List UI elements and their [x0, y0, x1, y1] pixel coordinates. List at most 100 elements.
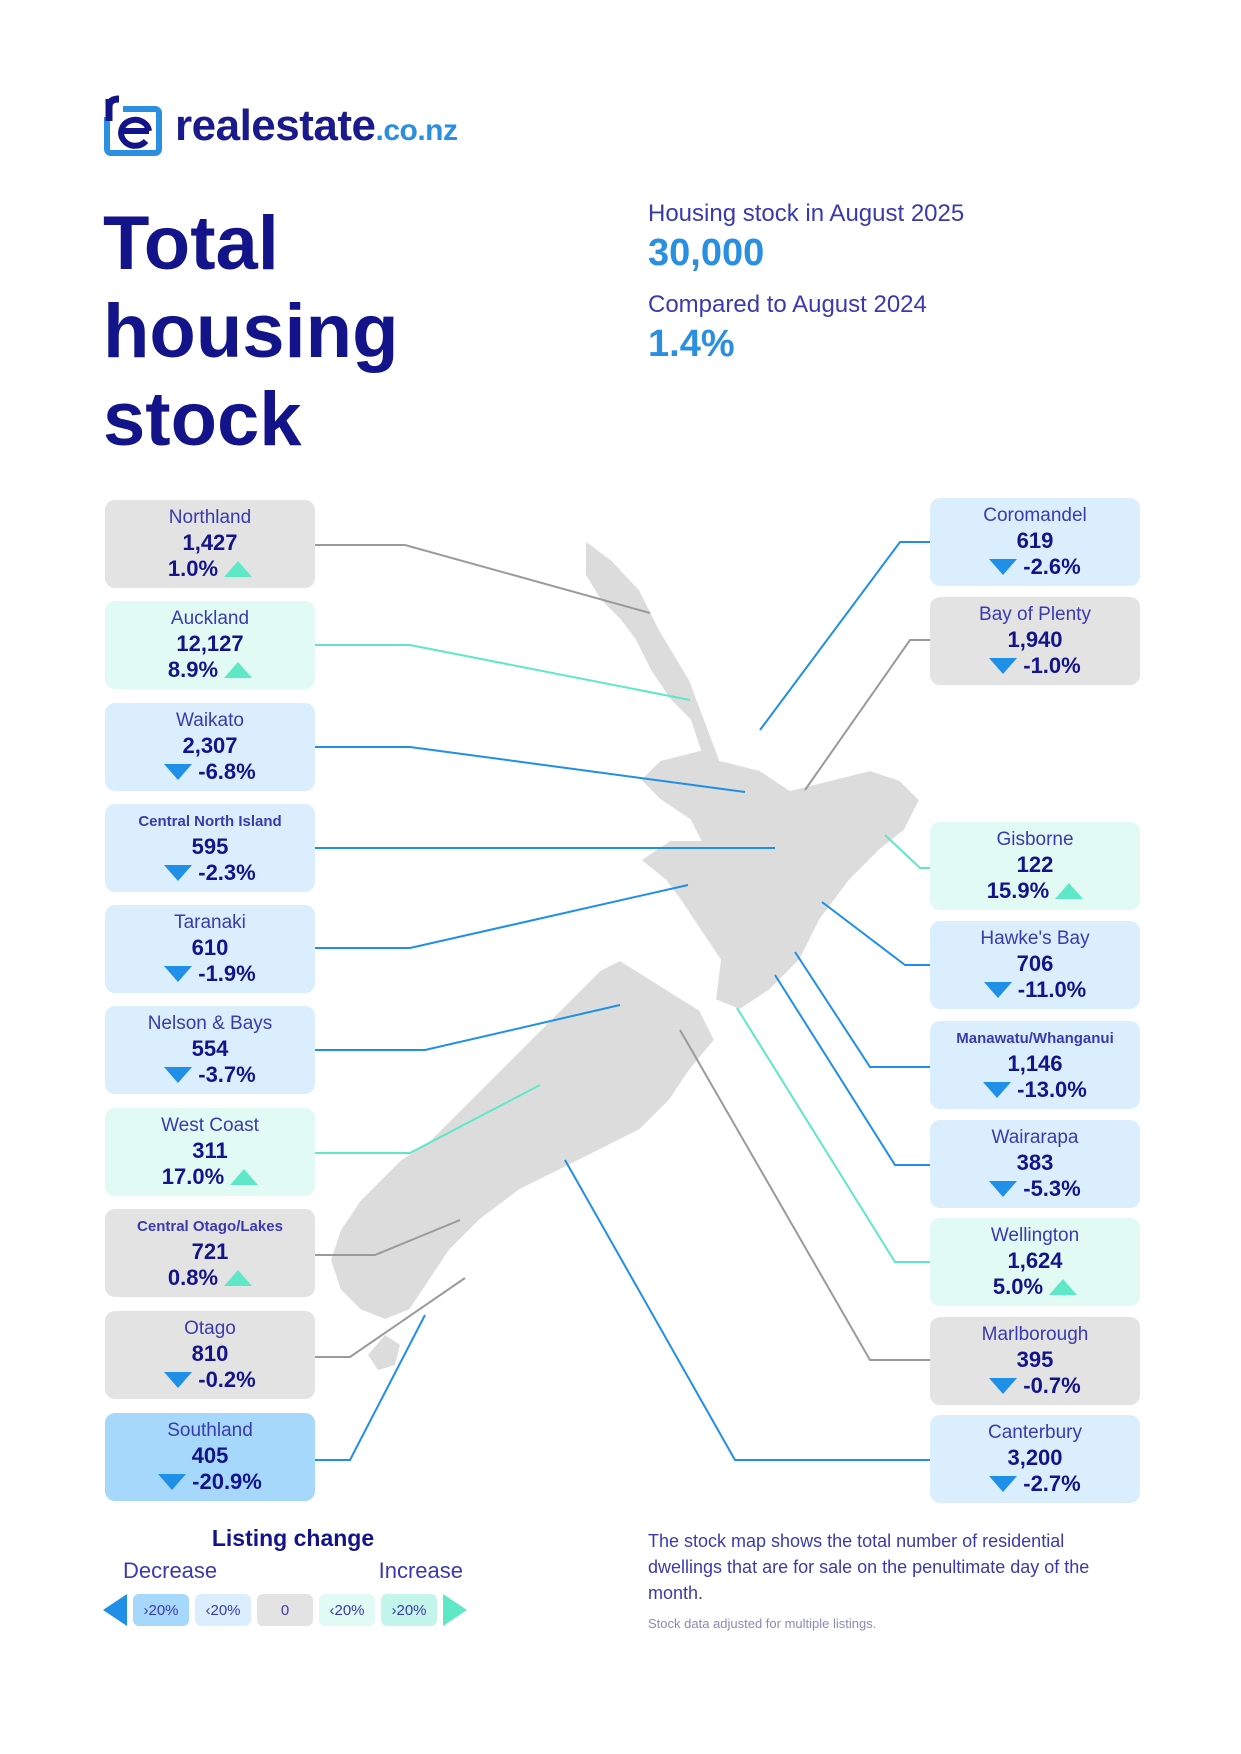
region-card-taranaki: Taranaki 610 -1.9% [105, 905, 315, 993]
region-card-nelson-bays: Nelson & Bays 554 -3.7% [105, 1006, 315, 1094]
region-name: Central North Island [138, 813, 282, 830]
region-change: 15.9% [930, 878, 1140, 904]
region-change: -1.9% [105, 961, 315, 987]
legend-chip-neutral: 0 [257, 1594, 313, 1626]
region-card-canterbury: Canterbury 3,200 -2.7% [930, 1415, 1140, 1503]
region-name: Auckland [170, 608, 250, 629]
increase-triangle-icon [224, 1270, 253, 1286]
region-value: 1,427 [182, 530, 238, 555]
region-change-text: -2.3% [198, 860, 256, 885]
increase-triangle-icon [230, 1169, 259, 1185]
title-line-3: stock [103, 377, 302, 462]
leader-otago [315, 1277, 466, 1358]
region-card-auckland: Auckland 12,127 8.9% [105, 601, 315, 689]
leader-northland [315, 544, 651, 614]
leader-central-otago [315, 1219, 461, 1256]
region-card-hawkes-bay: Hawke's Bay 706 -11.0% [930, 921, 1140, 1009]
region-change-text: -6.8% [198, 759, 256, 784]
region-name: Wellington [990, 1225, 1080, 1246]
decrease-triangle-icon [989, 658, 1018, 674]
increase-triangle-icon [1049, 1279, 1078, 1295]
region-name: Central Otago/Lakes [137, 1218, 283, 1235]
decrease-triangle-icon [164, 1372, 193, 1388]
region-name: West Coast [161, 1115, 259, 1136]
region-change-text: -11.0% [1017, 977, 1087, 1002]
region-card-otago: Otago 810 -0.2% [105, 1311, 315, 1399]
region-name: Southland [167, 1420, 253, 1441]
region-change-text: -2.6% [1023, 554, 1081, 579]
region-name: Canterbury [988, 1422, 1082, 1443]
region-value: 706 [1016, 951, 1054, 976]
legend-chip-strong-increase: ›20% [381, 1594, 437, 1626]
stock-label: Housing stock in August 2025 [648, 200, 965, 227]
region-card-bay-of-plenty: Bay of Plenty 1,940 -1.0% [930, 597, 1140, 685]
decrease-triangle-icon [164, 1067, 193, 1083]
region-change-text: 5.0% [992, 1274, 1044, 1299]
region-name: Gisborne [996, 829, 1074, 850]
region-change-text: -13.0% [1017, 1077, 1087, 1102]
region-value: 1,146 [1007, 1051, 1063, 1076]
region-change-text: -3.7% [198, 1062, 256, 1087]
region-card-wairarapa: Wairarapa 383 -5.3% [930, 1120, 1140, 1208]
title-line-2: housing [103, 289, 399, 374]
region-name: Manawatu/Whanganui [956, 1030, 1114, 1047]
region-value: 595 [191, 834, 229, 859]
leader-southland [315, 1314, 426, 1461]
leader-marlborough [679, 1029, 930, 1361]
increase-triangle-icon [224, 561, 253, 577]
region-value: 554 [191, 1036, 229, 1061]
brand-name: realestate [175, 101, 376, 150]
leader-auckland [315, 644, 691, 701]
decrease-triangle-icon [983, 982, 1012, 998]
region-name: Nelson & Bays [147, 1013, 273, 1034]
leader-taranaki [315, 884, 689, 949]
region-change: 0.8% [105, 1265, 315, 1291]
region-value: 721 [191, 1239, 229, 1264]
region-card-northland: Northland 1,427 1.0% [105, 500, 315, 588]
region-card-west-coast: West Coast 311 17.0% [105, 1108, 315, 1196]
region-value: 1,624 [1007, 1248, 1063, 1273]
decrease-triangle-icon [989, 1476, 1018, 1492]
region-change-text: -1.9% [198, 961, 256, 986]
region-card-southland: Southland 405 -20.9% [105, 1413, 315, 1501]
leader-west-coast [315, 1084, 541, 1154]
decrease-triangle-icon [989, 1378, 1018, 1394]
region-value: 610 [191, 935, 229, 960]
region-change: -11.0% [930, 977, 1140, 1003]
region-card-waikato: Waikato 2,307 -6.8% [105, 703, 315, 791]
region-name: Taranaki [174, 912, 246, 933]
region-card-marlborough: Marlborough 395 -0.7% [930, 1317, 1140, 1405]
leader-wairarapa [774, 974, 930, 1166]
region-value: 810 [191, 1341, 229, 1366]
legend-chip-strong-decrease: ›20% [133, 1594, 189, 1626]
region-name: Otago [184, 1318, 236, 1339]
leader-bay-of-plenty [804, 639, 930, 791]
region-change: 5.0% [930, 1274, 1140, 1300]
region-change: -2.6% [930, 554, 1140, 580]
region-change: -2.3% [105, 860, 315, 886]
region-change-text: 17.0% [161, 1164, 225, 1189]
leader-waikato [315, 746, 746, 793]
stock-value: 30,000 [648, 232, 765, 274]
region-change: -13.0% [930, 1077, 1140, 1103]
region-change-text: -1.0% [1023, 653, 1081, 678]
region-name: Bay of Plenty [979, 604, 1091, 625]
logo-icon [103, 95, 163, 157]
leader-canterbury [564, 1159, 930, 1461]
south-island-shape [328, 958, 717, 1322]
region-name: Hawke's Bay [980, 928, 1090, 949]
region-change: -3.7% [105, 1062, 315, 1088]
legend: Listing change Decrease Increase ›20% ‹2… [103, 1525, 483, 1626]
region-change-text: -2.7% [1023, 1471, 1081, 1496]
region-name: Northland [168, 507, 252, 528]
region-value: 405 [191, 1443, 229, 1468]
decrease-triangle-icon [989, 1181, 1018, 1197]
region-change: 8.9% [105, 657, 315, 683]
legend-ends: Decrease Increase [103, 1558, 483, 1584]
logo-text: realestate.co.nz [175, 101, 458, 151]
region-change: 17.0% [105, 1164, 315, 1190]
decrease-triangle-icon [164, 865, 193, 881]
increase-triangle-icon [1055, 883, 1084, 899]
decrease-triangle-icon [983, 1082, 1012, 1098]
